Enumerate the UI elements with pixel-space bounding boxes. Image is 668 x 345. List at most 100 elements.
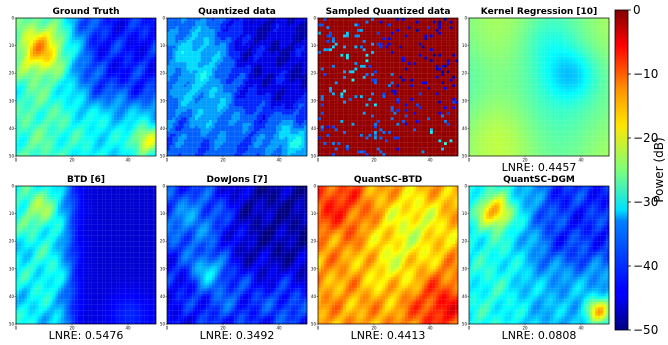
heatmap-cell (206, 139, 210, 143)
heatmap-cell (114, 53, 117, 57)
heatmap-cell (200, 62, 204, 66)
heatmap-cell (91, 67, 95, 71)
heatmap-cell (116, 67, 120, 71)
heatmap-cell (228, 128, 232, 132)
heatmap-cell (136, 153, 140, 157)
heatmap-cell (256, 56, 260, 60)
heatmap-cell (66, 20, 70, 24)
heatmap-cell (273, 92, 277, 96)
heatmap-cell (276, 29, 280, 32)
heatmap-cell (167, 18, 170, 21)
heatmap-cell (83, 67, 87, 71)
heatmap-cell (147, 147, 151, 151)
heatmap-cell (108, 87, 112, 90)
heatmap-cell (52, 64, 56, 68)
heatmap-cell (262, 109, 266, 112)
heatmap-cell (44, 122, 47, 126)
heatmap-cell (178, 142, 182, 146)
heatmap-cell (242, 111, 246, 115)
heatmap-cell (83, 122, 87, 126)
heatmap-cell (32, 125, 36, 129)
heatmap-cell (234, 139, 238, 143)
heatmap-cell (30, 98, 33, 101)
heatmap-cell (94, 42, 98, 46)
heatmap-cell (108, 125, 112, 129)
heatmap-cell (279, 64, 282, 68)
heatmap-cell (88, 109, 92, 112)
heatmap-cell (304, 109, 308, 112)
heatmap-cell (211, 73, 215, 77)
heatmap-cell (136, 147, 140, 151)
heatmap-cell (114, 18, 117, 21)
heatmap-cell (125, 31, 129, 35)
heatmap-cell (265, 42, 268, 46)
heatmap-cell (24, 56, 28, 60)
heatmap-cell (21, 125, 25, 129)
heatmap-cell (189, 142, 193, 146)
heatmap-cell (88, 64, 92, 68)
heatmap-cell (21, 103, 25, 107)
heatmap-cell (200, 100, 204, 104)
heatmap-cell (128, 87, 131, 90)
heatmap-cell (136, 150, 140, 154)
heatmap-cell (186, 59, 190, 63)
heatmap-cell (259, 111, 263, 115)
heatmap-cell (49, 34, 53, 38)
heatmap-cell (91, 73, 95, 77)
heatmap-cell (46, 31, 50, 35)
heatmap-cell (169, 87, 173, 90)
heatmap-cell (223, 48, 226, 52)
heatmap-cell (55, 114, 59, 118)
heatmap-cell (125, 40, 129, 43)
heatmap-cell (94, 153, 98, 157)
heatmap-cell (41, 128, 45, 132)
heatmap-cell (293, 75, 296, 79)
heatmap-cell (284, 109, 288, 112)
heatmap-cell (46, 131, 50, 135)
heatmap-cell (169, 100, 173, 104)
heatmap-cell (279, 23, 282, 27)
heatmap-cell (206, 114, 210, 118)
heatmap-cell (58, 122, 61, 126)
heatmap-cell (58, 37, 61, 41)
heatmap-cell (136, 139, 140, 143)
heatmap-cell (206, 45, 210, 49)
heatmap-cell (284, 48, 288, 52)
heatmap-cell (169, 117, 173, 121)
heatmap-cell (186, 62, 190, 66)
heatmap-cell (270, 70, 274, 74)
heatmap-cell (284, 51, 288, 54)
heatmap-cell (175, 95, 179, 99)
heatmap-cell (122, 95, 126, 99)
heatmap-cell (122, 139, 126, 143)
heatmap-cell (197, 89, 201, 93)
heatmap-cell (133, 37, 137, 41)
heatmap-cell (150, 62, 154, 66)
heatmap-cell (237, 81, 240, 85)
heatmap-cell (60, 103, 64, 107)
heatmap-cell (150, 133, 154, 137)
heatmap-cell (175, 70, 179, 74)
heatmap-cell (295, 150, 299, 154)
heatmap-cell (144, 20, 148, 24)
heatmap-cell (172, 40, 176, 43)
heatmap-cell (217, 42, 221, 46)
heatmap-cell (273, 42, 277, 46)
heatmap-cell (122, 111, 126, 115)
heatmap-cell (94, 89, 98, 93)
heatmap-cell (217, 100, 221, 104)
heatmap-cell (58, 31, 61, 35)
heatmap-cell (242, 64, 246, 68)
heatmap-cell (304, 20, 308, 24)
heatmap-cell (52, 40, 56, 43)
heatmap-cell (18, 120, 22, 123)
heatmap-cell (111, 45, 115, 49)
heatmap-cell (276, 73, 280, 77)
heatmap-cell (183, 103, 187, 107)
heatmap-cell (270, 34, 274, 38)
heatmap-cell (270, 122, 274, 126)
heatmap-cell (147, 20, 151, 24)
heatmap-cell (223, 73, 226, 77)
heatmap-cell (44, 84, 47, 88)
heatmap-cell (91, 18, 95, 21)
